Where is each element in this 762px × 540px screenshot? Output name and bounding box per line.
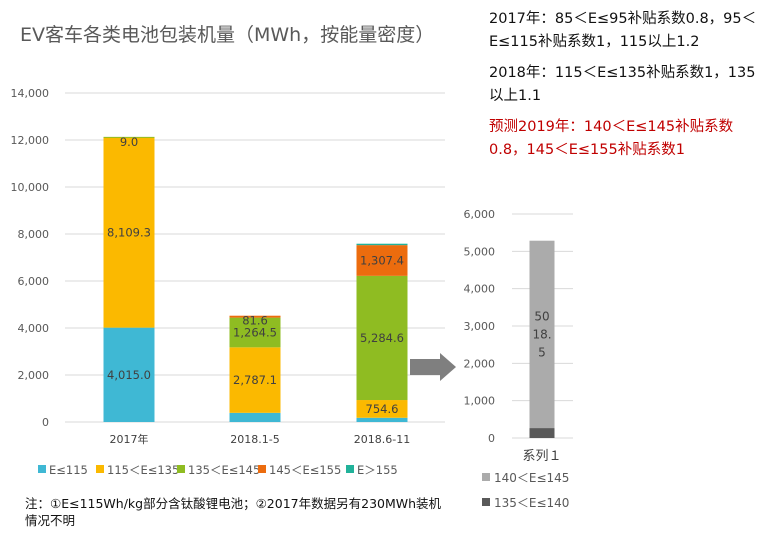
bar-segment bbox=[356, 243, 408, 246]
x-category-label: 系列１ bbox=[522, 449, 561, 464]
data-label: 50 bbox=[534, 309, 549, 323]
arrow-icon bbox=[410, 353, 456, 381]
bar-segment bbox=[229, 317, 281, 348]
data-label: 81.6 bbox=[242, 314, 268, 328]
note-2019-forecast: 预测2019年：140＜E≤145补贴系数0.8，145＜E≤155补贴系数1 bbox=[489, 119, 734, 158]
bar-segment bbox=[356, 400, 408, 418]
legend-swatch bbox=[482, 498, 490, 506]
bar-segment bbox=[356, 417, 408, 422]
legend-swatch bbox=[177, 465, 185, 473]
y-tick-label: 2,000 bbox=[464, 357, 496, 370]
bar-segment bbox=[229, 347, 281, 413]
y-tick-label: 4,000 bbox=[18, 322, 50, 335]
legend-label: 145＜E≤155 bbox=[269, 463, 341, 477]
x-category-label: 2018.6-11 bbox=[354, 433, 410, 446]
note-2018: 2018年：115＜E≤135补贴系数1，135以上1.1 bbox=[489, 65, 756, 104]
legend-swatch bbox=[258, 465, 266, 473]
bar-segment bbox=[356, 245, 408, 276]
y-tick-label: 10,000 bbox=[11, 181, 50, 194]
y-tick-label: 0 bbox=[42, 416, 49, 429]
legend-label: E＞155 bbox=[357, 463, 398, 477]
data-label: 18. bbox=[532, 327, 551, 341]
bar-segment bbox=[103, 136, 155, 138]
data-label: 1,307.4 bbox=[360, 253, 404, 267]
y-tick-label: 2,000 bbox=[18, 369, 50, 382]
y-tick-label: 5,000 bbox=[464, 245, 496, 258]
bar-segment bbox=[229, 412, 281, 422]
subsidy-notes: 2017年：85＜E≤95补贴系数0.8，95＜E≤115补贴系数1，115以上… bbox=[489, 8, 761, 170]
legend-swatch bbox=[482, 473, 490, 481]
y-tick-label: 14,000 bbox=[11, 87, 50, 100]
legend-swatch bbox=[346, 465, 354, 473]
data-label: 2,787.1 bbox=[233, 373, 277, 387]
x-category-label: 2017年 bbox=[110, 432, 149, 446]
bar-segment bbox=[229, 315, 281, 318]
y-tick-label: 8,000 bbox=[18, 228, 50, 241]
bar-segment bbox=[529, 428, 555, 438]
legend-label: 115＜E≤135 bbox=[107, 463, 179, 477]
legend-swatch bbox=[96, 465, 104, 473]
bar-segment bbox=[103, 327, 155, 422]
bar-segment bbox=[529, 240, 555, 429]
y-tick-label: 6,000 bbox=[464, 208, 496, 221]
data-label: 1,264.5 bbox=[233, 325, 277, 339]
legend-label: 135＜E≤140 bbox=[494, 496, 569, 510]
data-label: 9.0 bbox=[120, 135, 138, 149]
data-label: 5 bbox=[538, 345, 546, 359]
data-label: 4,015.0 bbox=[107, 368, 151, 382]
data-label: 754.6 bbox=[366, 402, 399, 416]
legend-label: 140＜E≤145 bbox=[494, 471, 569, 485]
legend-swatch bbox=[38, 465, 46, 473]
legend-label: E≤115 bbox=[49, 463, 88, 477]
chart-title: EV客车各类电池包装机量（MWh，按能量密度） bbox=[20, 24, 435, 46]
y-tick-label: 6,000 bbox=[18, 275, 50, 288]
y-tick-label: 1,000 bbox=[464, 395, 496, 408]
y-tick-label: 4,000 bbox=[464, 283, 496, 296]
data-label: 5,284.6 bbox=[360, 331, 404, 345]
y-tick-label: 0 bbox=[488, 432, 495, 445]
bar-segment bbox=[103, 137, 155, 328]
bar-segment bbox=[356, 275, 408, 401]
footnote: 注：①E≤115Wh/kg部分含钛酸锂电池；②2017年数据另有230MWh装机… bbox=[25, 496, 442, 528]
y-tick-label: 12,000 bbox=[11, 134, 50, 147]
x-category-label: 2018.1-5 bbox=[230, 433, 279, 446]
y-tick-label: 3,000 bbox=[464, 320, 496, 333]
note-2017: 2017年：85＜E≤95补贴系数0.8，95＜E≤115补贴系数1，115以上… bbox=[489, 11, 757, 50]
data-label: 8,109.3 bbox=[107, 225, 151, 239]
legend-label: 135＜E≤145 bbox=[188, 463, 260, 477]
